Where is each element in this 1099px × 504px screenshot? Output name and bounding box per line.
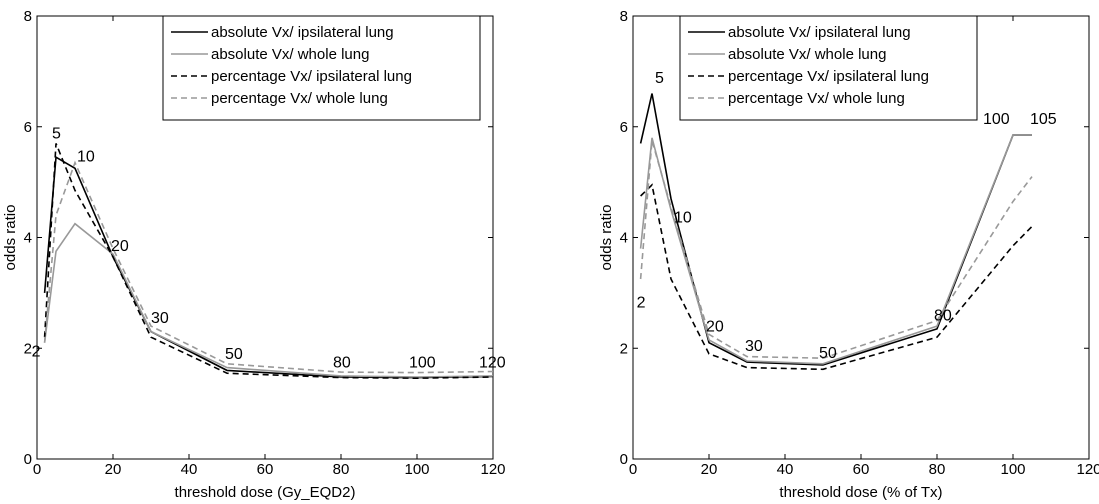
- point-label: 100: [983, 111, 1010, 128]
- point-label: 5: [655, 70, 664, 87]
- point-label: 30: [745, 338, 763, 355]
- legend-label: percentage Vx/ ipsilateral lung: [211, 68, 412, 85]
- legend-label: absolute Vx/ ipsilateral lung: [211, 24, 394, 41]
- y-tick-label: 4: [620, 230, 628, 247]
- legend-label: percentage Vx/ ipsilateral lung: [728, 68, 929, 85]
- point-label: 10: [674, 209, 692, 226]
- point-label: 105: [1030, 111, 1057, 128]
- y-tick-label: 0: [620, 451, 628, 468]
- x-tick-label: 120: [1076, 461, 1099, 478]
- point-label: 100: [409, 354, 436, 371]
- point-label: 80: [333, 354, 351, 371]
- x-tick-label: 60: [257, 461, 274, 478]
- x-tick-label: 120: [480, 461, 505, 478]
- legend-label: percentage Vx/ whole lung: [728, 90, 905, 107]
- legend: absolute Vx/ ipsilateral lung absolute Vx…: [679, 15, 978, 121]
- point-label: 80: [934, 307, 952, 324]
- x-tick-label: 20: [105, 461, 122, 478]
- x-tick-label: 20: [701, 461, 718, 478]
- point-label: 120: [479, 354, 506, 371]
- legend-label: absolute Vx/ whole lung: [211, 46, 369, 63]
- point-label: 20: [111, 238, 129, 255]
- x-tick-label: 40: [777, 461, 794, 478]
- x-tick-label: 80: [929, 461, 946, 478]
- y-tick-label: 6: [24, 119, 32, 136]
- point-label: 10: [77, 149, 95, 166]
- chart-left: 0 20 40 60 80 100 120 0 2 4 6 8 threshold dose (Gy_E…: [2, 8, 506, 501]
- x-tick-label: 100: [1000, 461, 1025, 478]
- x-tick-label: 60: [853, 461, 870, 478]
- series-line-3: [43, 143, 494, 380]
- y-tick-label: 0: [24, 451, 32, 468]
- legend-box: [679, 15, 978, 121]
- point-label: 2: [637, 294, 646, 311]
- y-tick-label: 2: [24, 340, 32, 357]
- point-label: 2: [32, 343, 41, 360]
- series-line-1: [43, 155, 494, 379]
- point-label: 20: [706, 318, 724, 335]
- point-label: 50: [819, 345, 837, 362]
- y-tick-label: 6: [620, 119, 628, 136]
- y-tick-label: 8: [24, 8, 32, 25]
- series-line-4: [43, 160, 494, 374]
- y-tick-label: 2: [620, 340, 628, 357]
- series-line-2: [639, 134, 1032, 365]
- x-tick-label: 0: [629, 461, 637, 478]
- x-tick-label: 40: [181, 461, 198, 478]
- y-axis-label: odds ratio: [598, 205, 615, 271]
- x-tick-label: 80: [333, 461, 350, 478]
- series-line-4: [639, 140, 1033, 360]
- legend-label: absolute Vx/ ipsilateral lung: [728, 24, 911, 41]
- series-line-3: [640, 183, 1033, 371]
- x-tick-label: 0: [33, 461, 41, 478]
- point-label: 5: [52, 125, 61, 142]
- x-axis-label: threshold dose (% of Tx): [779, 484, 942, 501]
- legend-box: [162, 15, 481, 121]
- y-tick-label: 8: [620, 8, 628, 25]
- series-line-2: [43, 222, 494, 378]
- y-tick-label: 4: [24, 230, 32, 247]
- legend: absolute Vx/ ipsilateral lung absolute Vx…: [162, 15, 481, 121]
- chart-right: 0 20 40 60 80 100 120 0 2 4 6 8 threshold dose (% of…: [598, 8, 1099, 501]
- y-axis-label: odds ratio: [2, 205, 19, 271]
- x-axis-label: threshold dose (Gy_EQD2): [175, 484, 356, 501]
- x-tick-label: 100: [404, 461, 429, 478]
- series-line-1: [639, 93, 1032, 366]
- legend-label: absolute Vx/ whole lung: [728, 46, 886, 63]
- point-label: 50: [225, 346, 243, 363]
- legend-label: percentage Vx/ whole lung: [211, 90, 388, 107]
- point-label: 30: [151, 310, 169, 327]
